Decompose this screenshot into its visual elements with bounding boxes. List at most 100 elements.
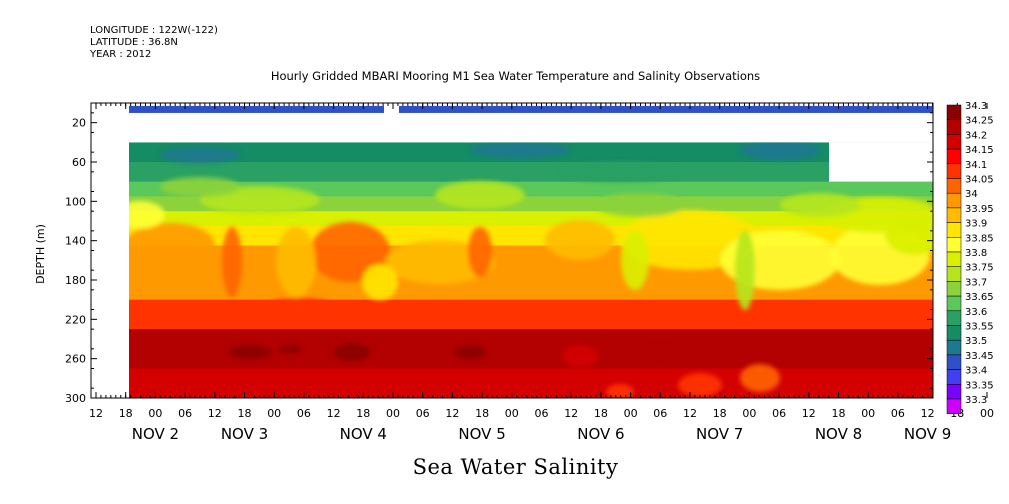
x-tick-label: 18 (713, 407, 727, 420)
salinity-features (115, 140, 933, 398)
salinity-feature (595, 193, 685, 217)
colorbar-label: 33.4 (965, 366, 987, 377)
x-axis: 12 18 00 06 12 18 00 06 12 18 00 06 12 18 00 06 12 18 00 06… (89, 103, 994, 443)
y-tick-label: 60 (72, 156, 86, 169)
y-tick-label: 300 (65, 392, 86, 405)
colorbar-label: 34.25 (965, 116, 994, 127)
colorbar-label: 33.7 (965, 277, 987, 288)
salinity-feature (468, 227, 492, 277)
colorbar-swatch (946, 119, 962, 135)
colorbar-label: 34.3 (965, 101, 987, 112)
colorbar-swatch (946, 148, 962, 165)
x-tick-label: 18 (475, 407, 489, 420)
salinity-feature (735, 230, 755, 310)
colorbar-swatch (946, 178, 962, 194)
colorbar-label: 33.45 (965, 351, 994, 362)
colorbar-swatch (946, 237, 962, 253)
colorbar-legend: 34.3 34.25 34.2 34.15 34.1 34.05 34 33.95 33.9 33… (946, 101, 994, 414)
colorbar-swatch (946, 163, 962, 179)
salinity-feature (678, 373, 722, 397)
x-tick-label: 12 (564, 407, 578, 420)
x-tick-label: 06 (653, 407, 667, 420)
y-axis: 20 60 100 140 180 220 260 300 (65, 112, 933, 405)
salinity-feature (435, 181, 525, 209)
y-tick-label: 100 (65, 195, 86, 208)
salinity-feature (562, 345, 598, 367)
salinity-band (129, 196, 933, 212)
salinity-feature (646, 346, 674, 358)
no-data-region (91, 103, 129, 398)
contour-field (91, 103, 933, 398)
salinity-feature (362, 264, 398, 300)
x-tick-label: 00 (742, 407, 756, 420)
x-tick-label: 00 (861, 407, 875, 420)
y-tick-label: 140 (65, 235, 86, 248)
x-tick-label: 06 (416, 407, 430, 420)
x-day-label: NOV 7 (696, 425, 743, 443)
colorbar-swatch (946, 104, 962, 120)
x-tick-label: 18 (594, 407, 608, 420)
colorbar-label: 33.6 (965, 307, 987, 318)
no-data-regions (91, 103, 933, 398)
x-tick-label: 12 (327, 407, 341, 420)
x-day-label: NOV 3 (221, 425, 268, 443)
x-tick-label: 00 (980, 407, 994, 420)
x-tick-label: 06 (178, 407, 192, 420)
colorbar-label: 33.5 (965, 336, 987, 347)
salinity-feature (160, 177, 240, 197)
colorbar-label: 33.9 (965, 219, 987, 230)
x-tick-label: 12 (802, 407, 816, 420)
salinity-band (129, 368, 933, 398)
colorbar-label: 34.15 (965, 145, 994, 156)
x-tick-label: 06 (297, 407, 311, 420)
surface-band (399, 105, 933, 113)
latitude-label: LATITUDE : 36.8N (90, 37, 178, 48)
colorbar-swatch (946, 325, 962, 341)
x-tick-label: 06 (772, 407, 786, 420)
colorbar-swatch (946, 339, 962, 356)
colorbar-label: 34 (965, 189, 978, 200)
x-day-label: NOV 4 (340, 425, 387, 443)
x-tick-label: 06 (891, 407, 905, 420)
x-tick-label: 12 (89, 407, 103, 420)
salinity-feature (270, 298, 330, 310)
colorbar-swatch (946, 222, 962, 238)
surface-band (129, 105, 384, 113)
x-tick-label: 00 (505, 407, 519, 420)
x-day-label: NOV 6 (577, 425, 624, 443)
colorbar-swatch (946, 384, 962, 400)
salinity-band (129, 162, 933, 183)
x-tick-label: 18 (832, 407, 846, 420)
salinity-feature (385, 240, 495, 284)
colorbar-label: 33.95 (965, 204, 994, 215)
y-tick-label: 180 (65, 274, 86, 287)
salinity-feature (740, 140, 820, 160)
salinity-feature (454, 345, 486, 359)
colorbar-label: 34.2 (965, 130, 987, 141)
salinity-feature (560, 162, 680, 182)
x-tick-label: 18 (119, 407, 133, 420)
y-axis-label: DEPTH (m) (34, 224, 47, 284)
x-tick-label: 06 (535, 407, 549, 420)
salinity-feature (545, 220, 615, 260)
no-data-region (829, 142, 933, 182)
variable-label: Sea Water Salinity (412, 455, 619, 479)
x-day-label: NOV 9 (904, 425, 951, 443)
colorbar-label: 33.8 (965, 248, 987, 259)
salinity-band (129, 181, 933, 197)
x-tick-label: 18 (238, 407, 252, 420)
salinity-feature (606, 384, 634, 398)
salinity-feature (740, 364, 780, 392)
salinity-feature (470, 142, 570, 158)
salinity-feature (310, 222, 390, 282)
colorbar-label: 33.3 (965, 395, 987, 406)
x-tick-label: 00 (148, 407, 162, 420)
x-tick-label: 00 (386, 407, 400, 420)
colorbar-label: 34.1 (965, 160, 987, 171)
x-day-label: NOV 2 (132, 425, 179, 443)
colorbar-label: 34.05 (965, 175, 994, 186)
colorbar-swatch (946, 369, 962, 385)
salinity-feature (334, 343, 370, 361)
salinity-feature (222, 227, 242, 297)
